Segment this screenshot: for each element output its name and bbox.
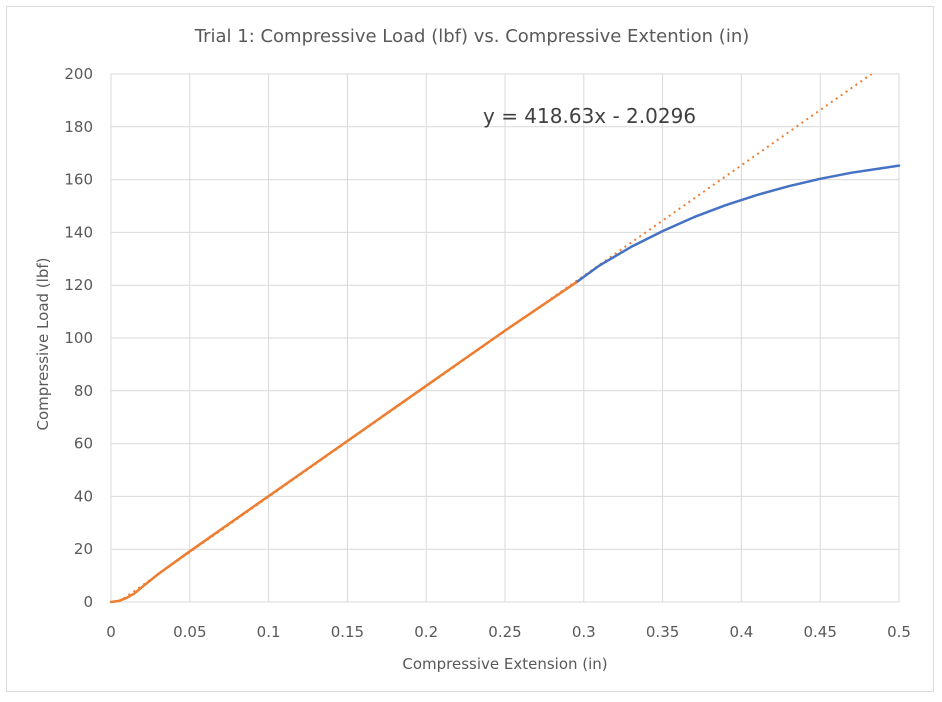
x-tick-label: 0.25 bbox=[488, 623, 521, 641]
chart-title: Trial 1: Compressive Load (lbf) vs. Comp… bbox=[194, 26, 750, 47]
y-tick-label: 60 bbox=[74, 435, 93, 453]
y-tick-label: 40 bbox=[74, 487, 93, 505]
x-tick-label: 0 bbox=[106, 623, 116, 641]
y-tick-label: 180 bbox=[64, 118, 93, 136]
y-tick-label: 20 bbox=[74, 540, 93, 558]
series-line-full-test bbox=[574, 164, 901, 284]
x-tick-label: 0.05 bbox=[173, 623, 206, 641]
x-tick-label: 0.35 bbox=[646, 623, 679, 641]
y-axis-title: Compressive Load (lbf) bbox=[34, 258, 52, 431]
chart-svg: 0 0.05 0.1 0.15 0.2 0.25 0.3 0.35 0.4 0.45 0.5 0 20 4… bbox=[34, 26, 911, 673]
y-tick-label: 200 bbox=[64, 65, 93, 83]
x-tick-label: 0.5 bbox=[887, 623, 911, 641]
y-tick-label: 80 bbox=[74, 382, 93, 400]
y-tick-label: 160 bbox=[64, 171, 93, 189]
y-tick-label: 100 bbox=[64, 329, 93, 347]
series-layer bbox=[109, 74, 901, 604]
trendline-equation: y = 418.63x - 2.0296 bbox=[483, 104, 696, 128]
x-tick-label: 0.15 bbox=[331, 623, 364, 641]
y-tick-label: 120 bbox=[64, 276, 93, 294]
series-line-linear-region bbox=[109, 281, 578, 604]
label-layer: 0 0.05 0.1 0.15 0.2 0.25 0.3 0.35 0.4 0.45 0.5 0 20 4… bbox=[64, 65, 911, 641]
x-tick-label: 0.1 bbox=[257, 623, 281, 641]
x-tick-label: 0.2 bbox=[414, 623, 438, 641]
x-tick-label: 0.3 bbox=[572, 623, 596, 641]
grid-layer bbox=[110, 73, 900, 603]
x-tick-label: 0.4 bbox=[729, 623, 753, 641]
x-tick-label: 0.45 bbox=[803, 623, 836, 641]
x-axis-title: Compressive Extension (in) bbox=[402, 655, 607, 673]
chart-frame: 0 0.05 0.1 0.15 0.2 0.25 0.3 0.35 0.4 0.45 0.5 0 20 4… bbox=[6, 6, 934, 692]
y-tick-label: 0 bbox=[83, 593, 93, 611]
y-tick-label: 140 bbox=[64, 223, 93, 241]
